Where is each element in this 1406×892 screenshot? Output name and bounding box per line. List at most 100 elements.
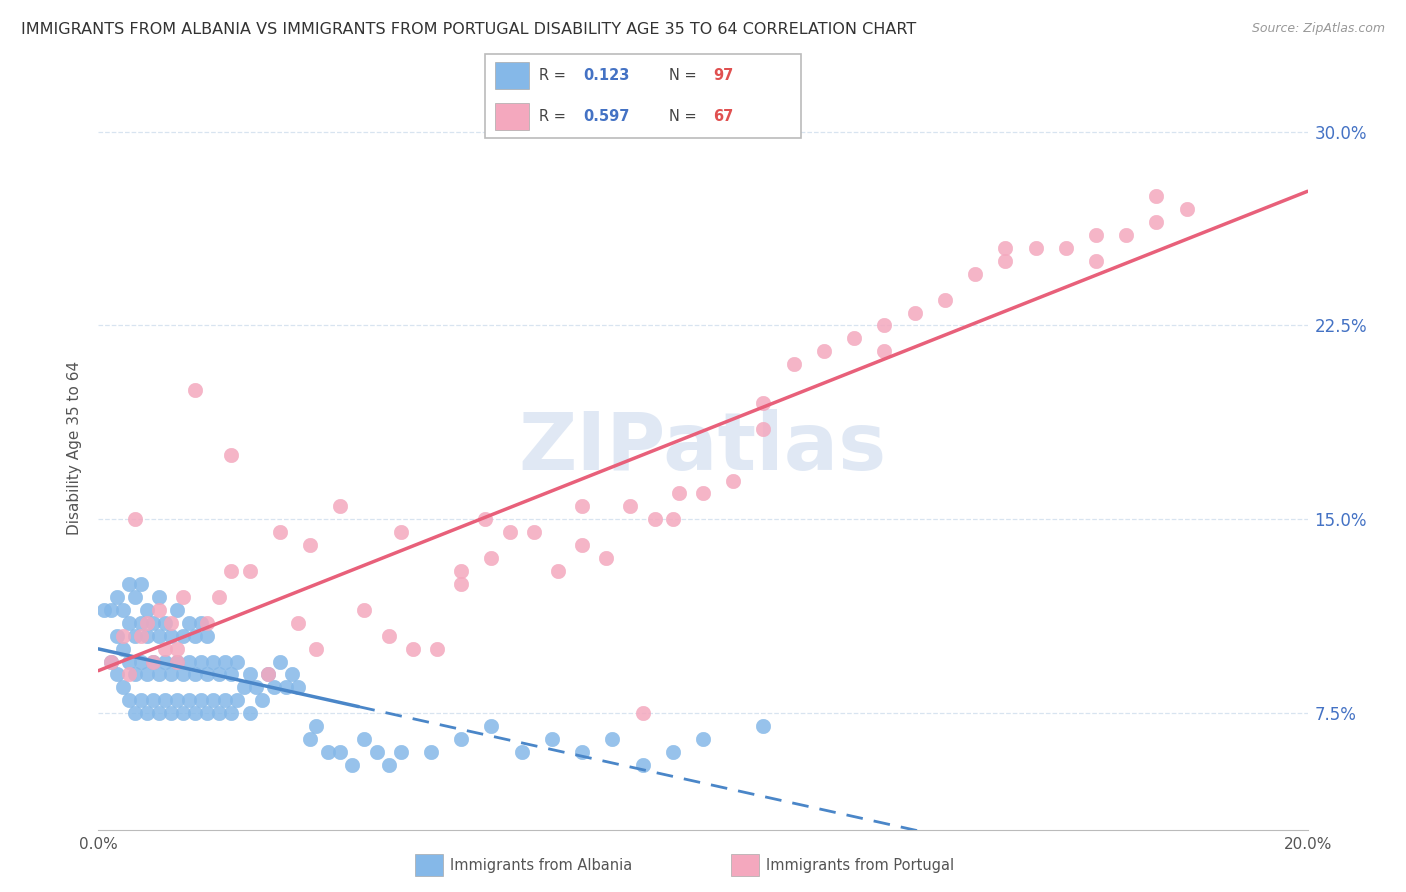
Point (263, 681, 285, 695)
Point (208, 667, 231, 681)
Point (172, 629, 194, 643)
Point (153, 693, 176, 707)
Point (281, 667, 304, 681)
Point (111, 603, 134, 617)
Point (692, 732, 714, 747)
Text: Immigrants from Albania: Immigrants from Albania (450, 858, 633, 872)
Point (239, 667, 262, 681)
Text: 0.597: 0.597 (583, 109, 630, 124)
Point (329, 745, 352, 759)
Point (111, 681, 134, 695)
Point (148, 590, 170, 604)
Point (202, 655, 225, 669)
Text: R =: R = (538, 109, 571, 124)
Point (329, 500, 352, 514)
Point (135, 667, 157, 681)
Point (129, 615, 152, 630)
Point (783, 357, 806, 371)
Point (481, 719, 503, 733)
Point (153, 655, 176, 669)
Point (184, 383, 207, 397)
Point (166, 693, 188, 707)
Point (172, 706, 194, 721)
Point (547, 564, 569, 578)
Point (105, 667, 128, 681)
Point (135, 603, 157, 617)
Point (934, 293, 956, 307)
Point (172, 590, 194, 604)
Point (450, 577, 472, 591)
Point (124, 590, 146, 604)
Point (166, 655, 188, 669)
Point (148, 667, 170, 681)
Point (166, 655, 188, 669)
Point (153, 641, 176, 656)
Point (105, 629, 128, 643)
Point (148, 603, 170, 617)
Point (661, 512, 683, 526)
Text: 0.123: 0.123 (583, 68, 630, 83)
Point (377, 629, 399, 643)
Text: N =: N = (668, 109, 700, 124)
Point (239, 706, 262, 721)
Point (148, 629, 170, 643)
Point (208, 706, 231, 721)
Point (129, 577, 152, 591)
Point (226, 655, 249, 669)
Point (287, 615, 309, 630)
Point (202, 693, 225, 707)
Point (111, 629, 134, 643)
Point (100, 603, 122, 617)
Point (111, 641, 134, 656)
Point (752, 396, 775, 410)
Point (287, 681, 309, 695)
Point (129, 655, 152, 669)
Point (523, 525, 546, 540)
Point (571, 500, 593, 514)
Point (190, 655, 212, 669)
Point (389, 525, 412, 540)
FancyBboxPatch shape (485, 54, 801, 138)
Point (221, 448, 243, 462)
Point (153, 615, 176, 630)
Point (179, 693, 201, 707)
Point (481, 551, 503, 566)
Point (100, 655, 122, 669)
Point (245, 681, 267, 695)
Point (190, 693, 212, 707)
Point (226, 693, 249, 707)
Point (184, 667, 207, 681)
Point (426, 641, 449, 656)
Point (420, 745, 443, 759)
Point (100, 655, 122, 669)
Point (124, 706, 146, 721)
Point (129, 629, 152, 643)
Point (1144, 189, 1167, 203)
Text: N =: N = (668, 68, 700, 83)
Point (190, 615, 212, 630)
Point (353, 732, 375, 747)
Point (873, 344, 896, 359)
Point (389, 745, 412, 759)
Point (142, 615, 165, 630)
Point (1085, 227, 1108, 242)
Point (366, 745, 388, 759)
Point (1024, 241, 1046, 255)
Text: ZIPatlas: ZIPatlas (519, 409, 887, 487)
Y-axis label: Disability Age 35 to 64: Disability Age 35 to 64 (67, 361, 83, 535)
Point (195, 629, 218, 643)
Point (692, 486, 714, 500)
Point (256, 667, 278, 681)
Point (160, 706, 183, 721)
Point (93, 603, 115, 617)
Point (450, 732, 472, 747)
Point (221, 564, 243, 578)
Point (1085, 253, 1108, 268)
Point (299, 538, 322, 552)
Point (239, 564, 262, 578)
Point (118, 577, 141, 591)
Point (184, 629, 207, 643)
Point (118, 655, 141, 669)
Point (166, 641, 188, 656)
Point (214, 655, 236, 669)
